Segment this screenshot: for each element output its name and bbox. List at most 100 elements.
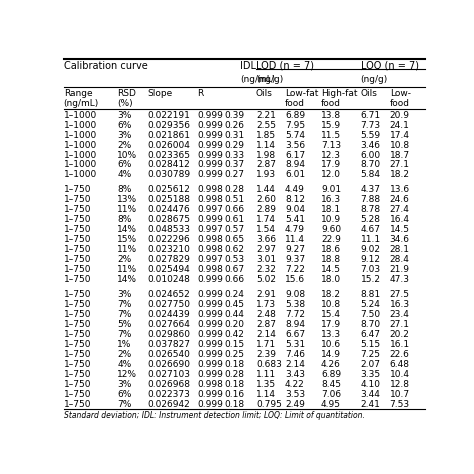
Text: 0.026004: 0.026004 [148,141,191,150]
Text: IDL: IDL [240,61,256,71]
Text: 2.07: 2.07 [361,360,381,369]
Text: 0.998: 0.998 [197,380,223,389]
Text: 0.999: 0.999 [197,300,223,309]
Text: High-fat
food: High-fat food [321,89,357,109]
Text: 0.022296: 0.022296 [148,235,191,244]
Text: 11%: 11% [118,265,137,274]
Text: 18.1: 18.1 [321,205,341,214]
Text: 1–1000: 1–1000 [64,131,97,139]
Text: 15.9: 15.9 [321,120,341,129]
Text: 2.49: 2.49 [285,400,305,409]
Text: 0.998: 0.998 [197,235,223,244]
Text: 9.01: 9.01 [321,185,341,194]
Text: 0.999: 0.999 [197,141,223,150]
Text: 7.03: 7.03 [361,265,381,274]
Text: 3.66: 3.66 [256,235,276,244]
Text: Standard deviation; IDL: Instrument detection limit; LOQ: Limit of quantitation.: Standard deviation; IDL: Instrument dete… [64,411,365,420]
Text: 14.5: 14.5 [390,225,410,234]
Text: 0.026968: 0.026968 [148,380,191,389]
Text: 11%: 11% [118,205,137,214]
Text: 1–750: 1–750 [64,255,91,264]
Text: 0.29: 0.29 [224,141,244,150]
Text: 9.04: 9.04 [285,205,305,214]
Text: 0.999: 0.999 [197,161,223,170]
Text: 8.70: 8.70 [361,320,381,329]
Text: 0.997: 0.997 [197,255,223,264]
Text: 3.35: 3.35 [361,370,381,379]
Text: 15%: 15% [118,235,137,244]
Text: 0.999: 0.999 [197,360,223,369]
Text: 3.46: 3.46 [361,141,381,150]
Text: 1.11: 1.11 [256,370,276,379]
Text: 4.67: 4.67 [361,225,381,234]
Text: 1–750: 1–750 [64,225,91,234]
Text: 6.89: 6.89 [285,110,305,119]
Text: 2.91: 2.91 [256,290,276,299]
Text: (ng/g): (ng/g) [256,75,283,84]
Text: 47.3: 47.3 [390,275,410,284]
Text: R: R [197,89,203,98]
Text: 8.70: 8.70 [361,161,381,170]
Text: 13%: 13% [118,195,137,204]
Text: 0.57: 0.57 [224,225,244,234]
Text: 14%: 14% [118,225,137,234]
Text: 1–750: 1–750 [64,400,91,409]
Text: 0.010248: 0.010248 [148,275,191,284]
Text: 10.7: 10.7 [390,390,410,399]
Text: 5.84: 5.84 [361,171,381,180]
Text: 7.50: 7.50 [361,310,381,319]
Text: 8.94: 8.94 [285,161,305,170]
Text: 3.44: 3.44 [361,390,381,399]
Text: 0.67: 0.67 [224,265,244,274]
Text: 17.4: 17.4 [390,131,410,139]
Text: 0.023365: 0.023365 [148,151,191,160]
Text: 20.9: 20.9 [390,110,410,119]
Text: 7%: 7% [118,310,132,319]
Text: 0.999: 0.999 [197,215,223,224]
Text: 0.999: 0.999 [197,275,223,284]
Text: 1–750: 1–750 [64,195,91,204]
Text: 22.6: 22.6 [390,350,410,359]
Text: 3%: 3% [118,290,132,299]
Text: 3%: 3% [118,110,132,119]
Text: 1.98: 1.98 [256,151,276,160]
Text: 18.7: 18.7 [390,151,410,160]
Text: 2%: 2% [118,141,132,150]
Text: 0.18: 0.18 [224,400,244,409]
Text: RSD
(%): RSD (%) [118,89,137,109]
Text: 0.998: 0.998 [197,195,223,204]
Text: 0.026942: 0.026942 [148,400,191,409]
Text: 1–750: 1–750 [64,330,91,339]
Text: 18.0: 18.0 [321,275,341,284]
Text: 0.999: 0.999 [197,171,223,180]
Text: 0.999: 0.999 [197,151,223,160]
Text: 0.022191: 0.022191 [148,110,191,119]
Text: 0.997: 0.997 [197,225,223,234]
Text: 27.1: 27.1 [390,161,410,170]
Text: 7.72: 7.72 [285,310,305,319]
Text: 1.54: 1.54 [256,225,276,234]
Text: 7%: 7% [118,330,132,339]
Text: 2.89: 2.89 [256,205,276,214]
Text: 1–1000: 1–1000 [64,151,97,160]
Text: 0.028675: 0.028675 [148,215,191,224]
Text: 1–750: 1–750 [64,215,91,224]
Text: 0.42: 0.42 [224,330,244,339]
Text: 0.18: 0.18 [224,360,244,369]
Text: 1–1000: 1–1000 [64,110,97,119]
Text: 11%: 11% [118,245,137,254]
Text: 5.24: 5.24 [361,300,381,309]
Text: 1–750: 1–750 [64,300,91,309]
Text: 27.4: 27.4 [390,205,410,214]
Text: 0.029860: 0.029860 [148,330,191,339]
Text: 9.27: 9.27 [285,245,305,254]
Text: 1–750: 1–750 [64,245,91,254]
Text: 0.026690: 0.026690 [148,360,191,369]
Text: 2.87: 2.87 [256,320,276,329]
Text: 1.93: 1.93 [256,171,276,180]
Text: 0.16: 0.16 [224,390,244,399]
Text: 2.48: 2.48 [256,310,276,319]
Text: 24.6: 24.6 [390,195,410,204]
Text: Oils: Oils [361,89,378,98]
Text: Low-
food: Low- food [390,89,410,109]
